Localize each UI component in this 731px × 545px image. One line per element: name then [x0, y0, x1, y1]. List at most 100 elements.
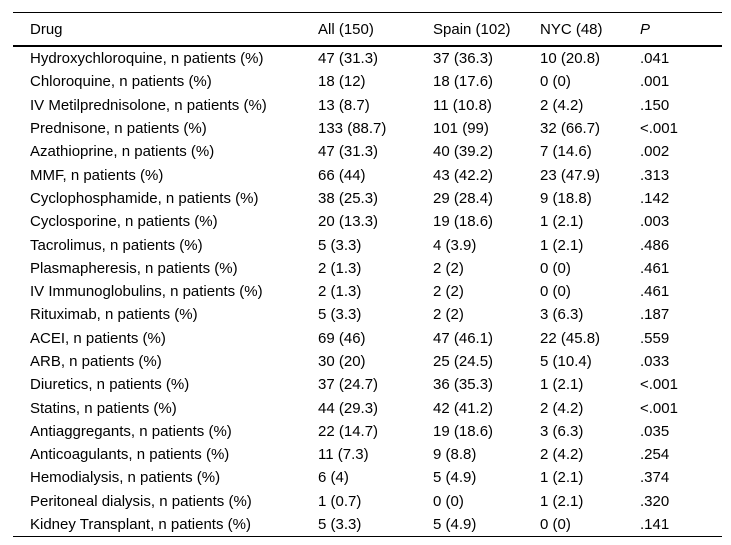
table-row: ACEI, n patients (%) 69 (46) 47 (46.1) 2…	[13, 327, 722, 350]
table-row: Kidney Transplant, n patients (%) 5 (3.3…	[13, 513, 722, 537]
spain-cell: 0 (0)	[433, 492, 464, 510]
drug-name-cell: Hemodialysis, n patients (%)	[30, 469, 221, 487]
all-cell: 18 (12)	[318, 73, 366, 91]
drug-name-cell: Peritoneal dialysis, n patients (%)	[30, 492, 252, 510]
p-value-cell: .141	[640, 516, 670, 534]
nyc-cell: 0 (0)	[540, 283, 571, 301]
nyc-cell: 32 (66.7)	[540, 120, 601, 138]
nyc-cell: 7 (14.6)	[540, 143, 592, 161]
all-cell: 30 (20)	[318, 353, 366, 370]
p-value-cell: .002	[640, 143, 670, 161]
nyc-cell: 1 (2.1)	[540, 213, 584, 231]
spain-cell: 11 (10.8)	[433, 96, 492, 114]
p-value-cell: .374	[640, 469, 670, 487]
spain-cell: 2 (2)	[433, 283, 464, 301]
nyc-cell: 0 (0)	[540, 516, 571, 534]
nyc-cell: 2 (4.2)	[540, 446, 584, 464]
p-value-cell: .461	[640, 283, 670, 301]
table-row: Cyclophosphamide, n patients (%) 38 (25.…	[13, 187, 722, 210]
nyc-cell: 10 (20.8)	[540, 50, 601, 68]
drug-name-cell: IV Immunoglobulins, n patients (%)	[30, 283, 263, 301]
drug-name-cell: Plasmapheresis, n patients (%)	[30, 259, 238, 277]
p-value-cell: .142	[640, 189, 670, 207]
column-header-p: P	[640, 20, 651, 38]
spain-cell: 5 (4.9)	[433, 516, 477, 534]
table-row: Plasmapheresis, n patients (%) 2 (1.3) 2…	[13, 257, 722, 280]
all-cell: 2 (1.3)	[318, 259, 362, 277]
all-cell: 5 (3.3)	[318, 236, 362, 254]
spain-cell: 42 (41.2)	[433, 399, 494, 417]
spain-cell: 47 (46.1)	[433, 329, 494, 347]
nyc-cell: 0 (0)	[540, 73, 571, 91]
nyc-cell: 2 (4.2)	[540, 96, 584, 114]
all-cell: 22 (14.7)	[318, 422, 379, 440]
nyc-cell: 1 (2.1)	[540, 469, 584, 487]
p-value-cell: .187	[640, 306, 670, 324]
table-row: ARB, n patients (%) 30 (20) 25 (24.5) 5 …	[13, 350, 722, 373]
spain-cell: 4 (3.9)	[433, 236, 477, 254]
p-value-cell: .001	[640, 73, 670, 91]
drug-name-cell: ACEI, n patients (%)	[30, 329, 166, 347]
column-header-spain: Spain (102)	[433, 20, 511, 38]
table-row: IV Metilprednisolone, n patients (%) 13 …	[13, 94, 722, 117]
nyc-cell: 1 (2.1)	[540, 236, 584, 254]
p-value-cell: .313	[640, 166, 670, 184]
spain-cell: 9 (8.8)	[433, 446, 477, 464]
table-row: Cyclosporine, n patients (%) 20 (13.3) 1…	[13, 210, 722, 233]
all-cell: 6 (4)	[318, 469, 349, 487]
nyc-cell: 1 (2.1)	[540, 492, 584, 510]
nyc-cell: 3 (6.3)	[540, 306, 584, 324]
all-cell: 44 (29.3)	[318, 399, 379, 417]
table-header: Drug All (150) Spain (102) NYC (48) P	[13, 13, 722, 46]
spain-cell: 2 (2)	[433, 259, 464, 277]
drug-name-cell: ARB, n patients (%)	[30, 353, 162, 370]
nyc-cell: 2 (4.2)	[540, 399, 584, 417]
spain-cell: 40 (39.2)	[433, 143, 494, 161]
drug-name-cell: Rituximab, n patients (%)	[30, 306, 198, 324]
table-row: Prednisone, n patients (%) 133 (88.7) 10…	[13, 117, 722, 140]
drug-name-cell: Chloroquine, n patients (%)	[30, 73, 212, 91]
table-row: Hydroxychloroquine, n patients (%) 47 (3…	[13, 46, 722, 70]
all-cell: 133 (88.7)	[318, 120, 387, 138]
drug-statistics-table: Drug All (150) Spain (102) NYC (48) P Hy…	[13, 12, 722, 538]
p-value-cell: <.001	[640, 376, 678, 394]
p-value-cell: <.001	[640, 399, 678, 417]
all-cell: 47 (31.3)	[318, 50, 379, 68]
p-value-cell: .254	[640, 446, 670, 464]
table-row: MMF, n patients (%) 66 (44) 43 (42.2) 23…	[13, 163, 722, 186]
drug-name-cell: Prednisone, n patients (%)	[30, 120, 207, 138]
drug-name-cell: Antiaggregants, n patients (%)	[30, 422, 232, 440]
table-row: Antiaggregants, n patients (%) 22 (14.7)…	[13, 420, 722, 443]
column-header-nyc: NYC (48)	[540, 20, 603, 38]
drug-name-cell: Cyclosporine, n patients (%)	[30, 213, 218, 231]
drug-name-cell: IV Metilprednisolone, n patients (%)	[30, 96, 267, 114]
all-cell: 5 (3.3)	[318, 516, 362, 534]
nyc-cell: 1 (2.1)	[540, 376, 584, 394]
column-header-all: All (150)	[318, 20, 374, 38]
nyc-cell: 5 (10.4)	[540, 353, 592, 370]
p-value-cell: .320	[640, 492, 670, 510]
spain-cell: 101 (99)	[433, 120, 489, 138]
drug-name-cell: Tacrolimus, n patients (%)	[30, 236, 203, 254]
spain-cell: 18 (17.6)	[433, 73, 494, 91]
p-value-cell: .035	[640, 422, 670, 440]
all-cell: 38 (25.3)	[318, 189, 379, 207]
all-cell: 2 (1.3)	[318, 283, 362, 301]
all-cell: 1 (0.7)	[318, 492, 362, 510]
p-value-cell: .041	[640, 50, 670, 68]
all-cell: 13 (8.7)	[318, 96, 370, 114]
all-cell: 20 (13.3)	[318, 213, 379, 231]
all-cell: 5 (3.3)	[318, 306, 362, 324]
p-value-cell: .033	[640, 353, 670, 370]
table-row: Hemodialysis, n patients (%) 6 (4) 5 (4.…	[13, 466, 722, 489]
drug-name-cell: Statins, n patients (%)	[30, 399, 177, 417]
table-body: Hydroxychloroquine, n patients (%) 47 (3…	[13, 46, 722, 537]
nyc-cell: 3 (6.3)	[540, 422, 584, 440]
spain-cell: 36 (35.3)	[433, 376, 494, 394]
spain-cell: 5 (4.9)	[433, 469, 477, 487]
spain-cell: 19 (18.6)	[433, 213, 494, 231]
drug-name-cell: Hydroxychloroquine, n patients (%)	[30, 50, 264, 68]
drug-name-cell: MMF, n patients (%)	[30, 166, 164, 184]
p-value-cell: .559	[640, 329, 670, 347]
p-value-cell: .486	[640, 236, 670, 254]
